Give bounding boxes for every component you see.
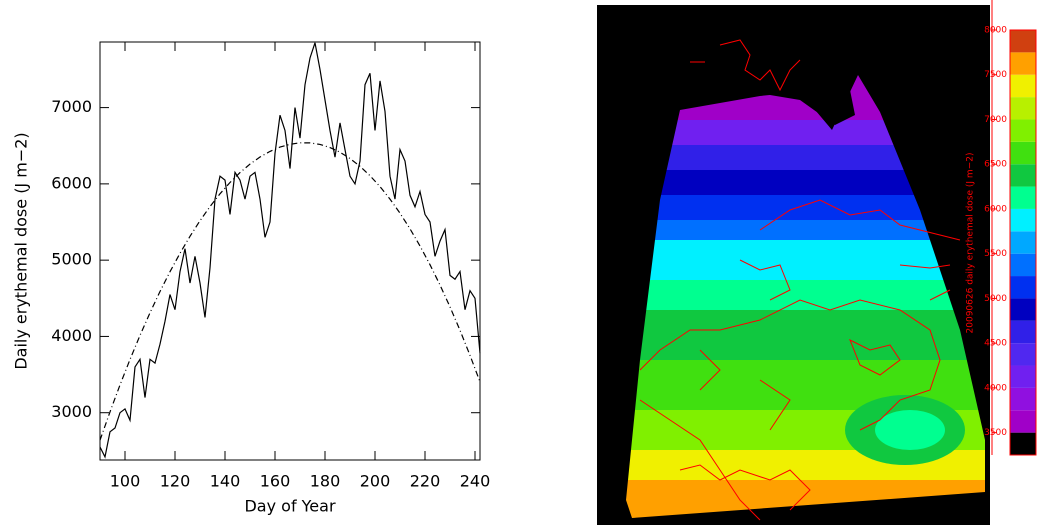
colorbar-segment [1010,365,1036,388]
coastline [899,264,951,301]
coastline [639,399,761,521]
colorbar-tick-label: 3500 [984,428,1007,438]
x-tick-label: 200 [360,472,391,491]
plot-frame [99,41,481,461]
coastline [719,39,801,92]
data-line [99,42,481,459]
colorbar-segment [1010,387,1036,411]
map-band [626,280,985,310]
colorbar-segment [1010,410,1036,433]
colorbar-segment [1010,320,1036,344]
colorbar-segment [1010,276,1036,299]
map-sea [755,60,855,125]
colorbar-tick-label: 4500 [984,339,1007,349]
colorbar-segment [1010,343,1036,366]
colorbar-segment [1010,231,1036,254]
map-band [626,240,985,280]
x-tick-label: 160 [260,472,291,491]
y-tick-label: 4000 [51,326,92,345]
coastline [759,199,961,241]
colorbar-segment [1010,253,1036,277]
y-tick-label: 3000 [51,402,92,421]
colorbar-segment [1010,298,1036,321]
colorbar-tick-label: 6000 [984,204,1007,214]
colorbar-segment [1010,74,1036,98]
map-band [626,310,985,360]
y-tick-label: 7000 [51,97,92,116]
colorbar-segment [1010,119,1036,142]
y-tick-label: 6000 [51,173,92,192]
coastline [679,464,811,511]
colorbar-tick-label: 7000 [984,115,1007,125]
map-band [875,410,945,450]
coastline [699,259,791,431]
colorbar-segment [1010,164,1036,187]
y-axis-label: Daily erythemal dose (J m−2) [12,132,31,369]
coastline [849,338,901,376]
x-tick-label: 180 [310,472,341,491]
x-tick-label: 100 [110,472,141,491]
data-line [99,142,481,441]
colorbar-tick-label: 4000 [984,383,1007,393]
colorbar-tick-label: 8000 [984,26,1007,36]
colorbar-tick-label: 7500 [984,70,1007,80]
colorbar-tick-label: 5000 [984,294,1007,304]
colorbar-segment [1010,30,1036,53]
coastline [639,299,941,431]
map-band [626,220,985,240]
colorbar-segment [1010,97,1036,120]
y-tick-label: 5000 [51,250,92,269]
x-tick-label: 140 [210,472,241,491]
colorbar-tick-label: 6500 [984,160,1007,170]
colorbar-label: 20090626 daily erythemal dose (J m−2) [966,153,976,334]
x-tick-label: 120 [160,472,191,491]
colorbar-frame [1009,29,1037,456]
colorbar-tick-label: 5500 [984,249,1007,259]
colorbar-segment [1010,141,1036,165]
x-tick-label: 220 [410,472,441,491]
colorbar-segment [1010,186,1036,209]
colorbar-segment [1010,432,1036,455]
colorbar-segment [1010,52,1036,75]
coastlines [639,39,961,521]
x-tick-label: 240 [460,472,491,491]
x-axis-label: Day of Year [244,497,335,516]
colorbar-segment [1010,208,1036,232]
